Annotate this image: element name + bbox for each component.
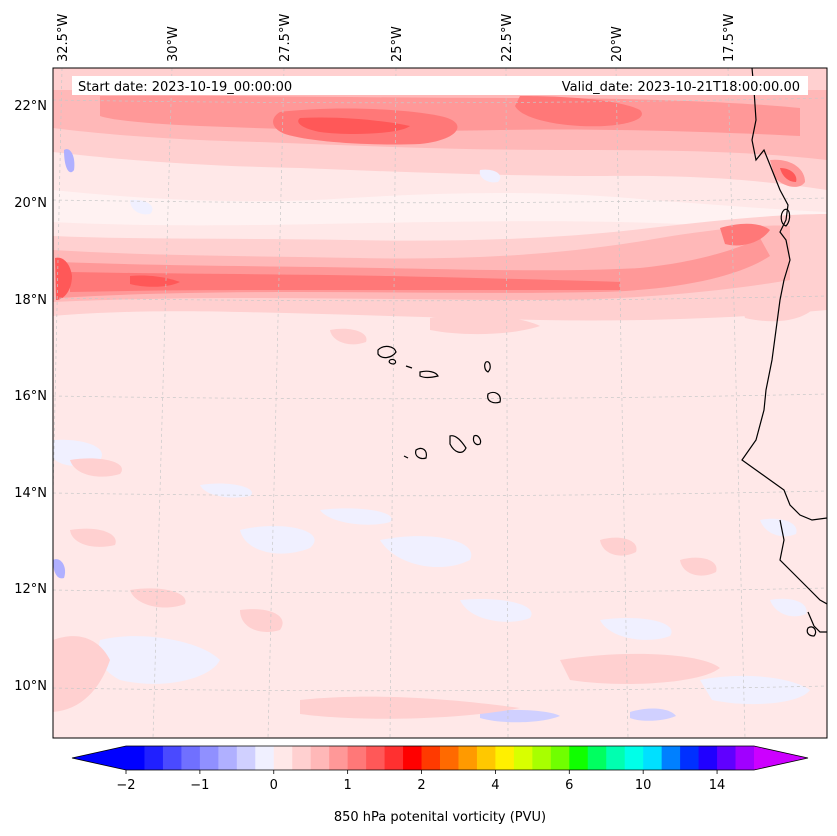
colorbar-swatch [680, 746, 700, 770]
colorbar-swatch [329, 746, 349, 770]
coastline [741, 68, 827, 637]
lat-label: 16°N [14, 389, 47, 404]
colorbar-swatch [698, 746, 718, 770]
colorbar-swatch [347, 746, 367, 770]
lon-label: 25°W [390, 26, 405, 62]
colorbar-swatch [476, 746, 497, 770]
colorbar-swatch [181, 746, 201, 770]
colorbar-swatch [273, 746, 293, 770]
colorbar-swatch [403, 746, 423, 770]
header-box [72, 76, 808, 95]
lon-label: 27.5°W [278, 14, 293, 62]
colorbar-swatch [495, 746, 515, 770]
colorbar-swatch [624, 746, 644, 770]
lat-label: 20°N [14, 196, 47, 211]
colorbar-swatch [643, 746, 663, 770]
colorbar-swatch [255, 746, 275, 770]
colorbar-tick-label: 6 [565, 778, 573, 793]
colorbar-tick-label: 1 [344, 778, 352, 793]
lat-label: 10°N [14, 679, 47, 694]
colorbar-tick-label: 14 [709, 778, 726, 793]
colorbar-swatch [717, 746, 737, 770]
colorbar-tick-label: −1 [190, 778, 209, 793]
colorbar-swatch [384, 746, 404, 770]
colorbar-swatch [162, 746, 183, 770]
lat-label: 12°N [14, 582, 47, 597]
colorbar-swatch [606, 746, 626, 770]
colorbar: −2 −1 0 1 2 4 6 10 14 [71, 745, 809, 793]
pv-field [53, 68, 827, 738]
lon-label: 30°W [166, 26, 181, 62]
colorbar-swatch [126, 746, 146, 770]
colorbar-extend-over [754, 746, 808, 770]
lon-label: 20°W [610, 26, 625, 62]
valid-date-label: Valid_date: 2023-10-21T18:00:00.00 [562, 80, 800, 95]
lon-label: 17.5°W [722, 14, 737, 62]
colorbar-swatch [421, 746, 441, 770]
colorbar-tick-label: −2 [116, 778, 135, 793]
colorbar-swatch [735, 746, 755, 770]
colorbar-swatch [310, 746, 330, 770]
colorbar-swatch [661, 746, 681, 770]
lat-label: 18°N [14, 293, 47, 308]
graticule [53, 68, 827, 738]
colorbar-tick-label: 4 [491, 778, 499, 793]
colorbar-swatch [569, 746, 589, 770]
colorbar-extend-under [72, 746, 126, 770]
colorbar-swatch [144, 746, 164, 770]
lon-label: 22.5°W [500, 14, 515, 62]
colorbar-swatch [218, 746, 238, 770]
colorbar-swatch [458, 746, 478, 770]
map-frame [52, 67, 828, 739]
colorbar-swatch [440, 746, 460, 770]
longitude-labels: 32.5°W 30°W 27.5°W 25°W 22.5°W 20°W 17.5… [56, 14, 737, 62]
colorbar-swatch [532, 746, 552, 770]
colorbar-swatch [513, 746, 533, 770]
lon-label: 32.5°W [56, 14, 71, 62]
colorbar-swatch [587, 746, 607, 770]
colorbar-tick-label: 10 [635, 778, 652, 793]
colorbar-tick-label: 0 [270, 778, 278, 793]
colorbar-swatch [199, 746, 219, 770]
lat-label: 22°N [14, 99, 47, 114]
cape-verde-islands [377, 345, 501, 460]
colorbar-label: 850 hPa potenital vorticity (PVU) [334, 810, 546, 825]
colorbar-swatch [236, 746, 256, 770]
colorbar-swatch [366, 746, 386, 770]
colorbar-tick-label: 2 [417, 778, 425, 793]
lat-label: 14°N [14, 486, 47, 501]
colorbar-swatch [550, 746, 570, 770]
latitude-labels: 22°N 20°N 18°N 16°N 14°N 12°N 10°N [14, 99, 47, 694]
start-date-label: Start date: 2023-10-19_00:00:00 [78, 80, 292, 95]
colorbar-swatch [292, 746, 312, 770]
